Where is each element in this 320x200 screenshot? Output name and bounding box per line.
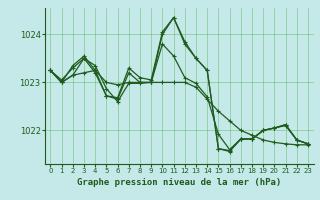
X-axis label: Graphe pression niveau de la mer (hPa): Graphe pression niveau de la mer (hPa): [77, 178, 281, 187]
